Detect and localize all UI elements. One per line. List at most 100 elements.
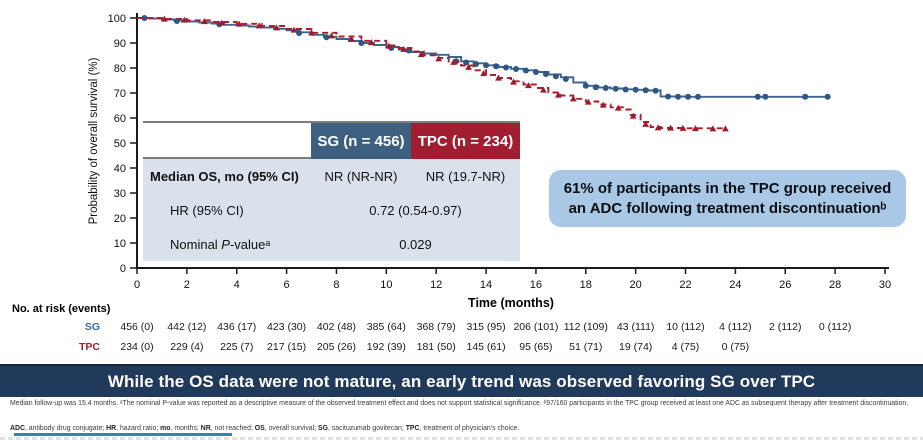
pvalue-label-italic-p: P [221,236,230,252]
x-tick-label: 10 [380,279,392,291]
x-tick-label: 6 [284,279,290,291]
censor-mark-tpc [273,24,281,31]
censor-mark-sg [473,61,480,67]
risk-value: 4 (75) [671,341,700,353]
abbreviation-definition: , antibody drug conjugate; [24,425,107,432]
abbreviation-term: mo [160,425,171,432]
censor-mark-tpc [554,91,562,98]
censor-mark-tpc [495,74,502,81]
stats-row-median-os: Median OS, mo (95% CI) NR (NR-NR) NR (19… [143,159,520,193]
censor-mark-sg [652,87,659,94]
censor-mark-tpc [400,45,408,52]
x-tick-label: 0 [134,279,140,291]
censor-mark-sg [562,76,569,82]
abbreviation-term: HR [106,425,117,432]
pvalue-value: 0.029 [399,236,432,252]
risk-value: 206 (101) [513,321,559,333]
stats-table-body: Median OS, mo (95% CI) NR (NR-NR) NR (19… [143,159,520,261]
x-tick-label: 18 [580,279,592,291]
y-tick-label: 60 [114,113,126,125]
progress-underline [14,433,232,436]
abbreviation-term: SG [317,425,328,432]
censor-mark-sg [522,67,529,74]
censor-mark-tpc [367,39,375,46]
censor-mark-tpc [584,98,592,105]
y-tick-label: 10 [114,238,126,250]
risk-value: 385 (64) [366,321,406,333]
median-os-sg-value: NR (NR-NR) [324,168,398,184]
y-tick-label: 0 [120,263,126,275]
risk-value: 95 (65) [519,341,553,353]
censor-mark-sg [405,47,412,54]
y-tick-label: 70 [114,88,126,100]
risk-table-title: No. at risk (events) [12,303,111,315]
stats-row-pvalue: Nominal P-valueᵃ 0.029 [143,227,520,261]
x-tick-label: 16 [530,279,542,291]
risk-value: 423 (30) [267,321,307,333]
censor-mark-sg [762,93,769,100]
risk-value: 229 (4) [170,341,204,353]
censor-mark-sg [552,73,559,80]
y-tick-label: 30 [114,188,126,200]
abbreviation-definition: , overall survival; [264,425,318,432]
risk-value: 192 (39) [366,341,406,353]
pvalue-label-suffix: -valueᵃ [229,236,271,252]
median-os-label: Median OS, mo (95% CI) [150,168,299,184]
censor-mark-tpc [654,124,662,131]
risk-value: 402 (48) [316,321,356,333]
median-os-tpc-value: NR (19.7-NR) [425,168,506,184]
abbreviation-definition: , sacituzumab govitecan; [327,425,406,432]
pvalue-label-prefix: Nominal [170,236,222,252]
risk-value: 205 (26) [316,341,356,353]
hr-label: HR (95% CI) [170,202,244,218]
risk-row-sg: SG 456 (0) 442 (12) 436 (17) 423 (30) 402 (48… [0,321,923,335]
risk-value: 225 (7) [220,341,254,353]
abbreviation-term: OS [254,425,265,432]
censor-mark-tpc [180,16,188,23]
censor-mark-sg [323,34,330,41]
os-stats-table: SG (n = 456) TPC (n = 234) Median OS, mo… [143,121,520,261]
conclusion-banner-text: While the OS data were not mature, an ea… [107,371,816,391]
risk-value: 145 (61) [466,341,506,353]
censor-mark-tpc [614,104,622,111]
risk-value: 51 (71) [569,341,603,353]
y-tick-label: 40 [114,163,126,175]
censor-mark-sg [824,93,831,100]
risk-value: 0 (112) [818,321,852,333]
risk-value: 112 (109) [563,321,608,333]
risk-value: 442 (12) [167,321,207,333]
risk-value: 10 (112) [666,321,705,333]
censor-mark-sg [632,86,639,93]
censor-mark-sg [592,84,599,91]
y-tick-label: 50 [114,138,126,150]
censor-mark-tpc [599,101,607,108]
censor-mark-sg [483,62,490,69]
y-tick-label: 20 [114,213,126,225]
censor-mark-tpc [435,55,443,62]
stats-row-hr: HR (95% CI) 0.72 (0.54-0.97) [143,193,520,227]
censor-mark-tpc [692,125,699,132]
censor-mark-tpc [290,26,298,33]
censor-mark-tpc [385,42,393,49]
survival-curve-sg [137,17,828,98]
conclusion-banner: While the OS data were not mature, an ea… [0,364,923,397]
stats-header-tpc: TPC (n = 234) [411,123,520,159]
censor-mark-tpc [255,22,263,29]
abbreviation-term: TPC [405,425,420,432]
abbreviation-term: ADC [10,425,25,432]
censor-mark-tpc [722,125,729,132]
risk-value: 43 (111) [616,321,655,333]
y-tick-label: 100 [108,13,126,25]
risk-value: 181 (50) [416,341,456,353]
risk-value: 315 (95) [466,321,506,333]
risk-value: 456 (0) [120,321,154,333]
censor-mark-tpc [465,63,473,70]
censor-mark-sg [512,66,519,72]
censor-mark-tpc [540,86,547,93]
risk-value: 234 (0) [120,341,154,353]
censor-mark-sg [296,30,303,36]
censor-mark-tpc [235,20,243,27]
y-tick-label: 90 [114,38,126,50]
pvalue-label: Nominal P-valueᵃ [143,237,311,252]
